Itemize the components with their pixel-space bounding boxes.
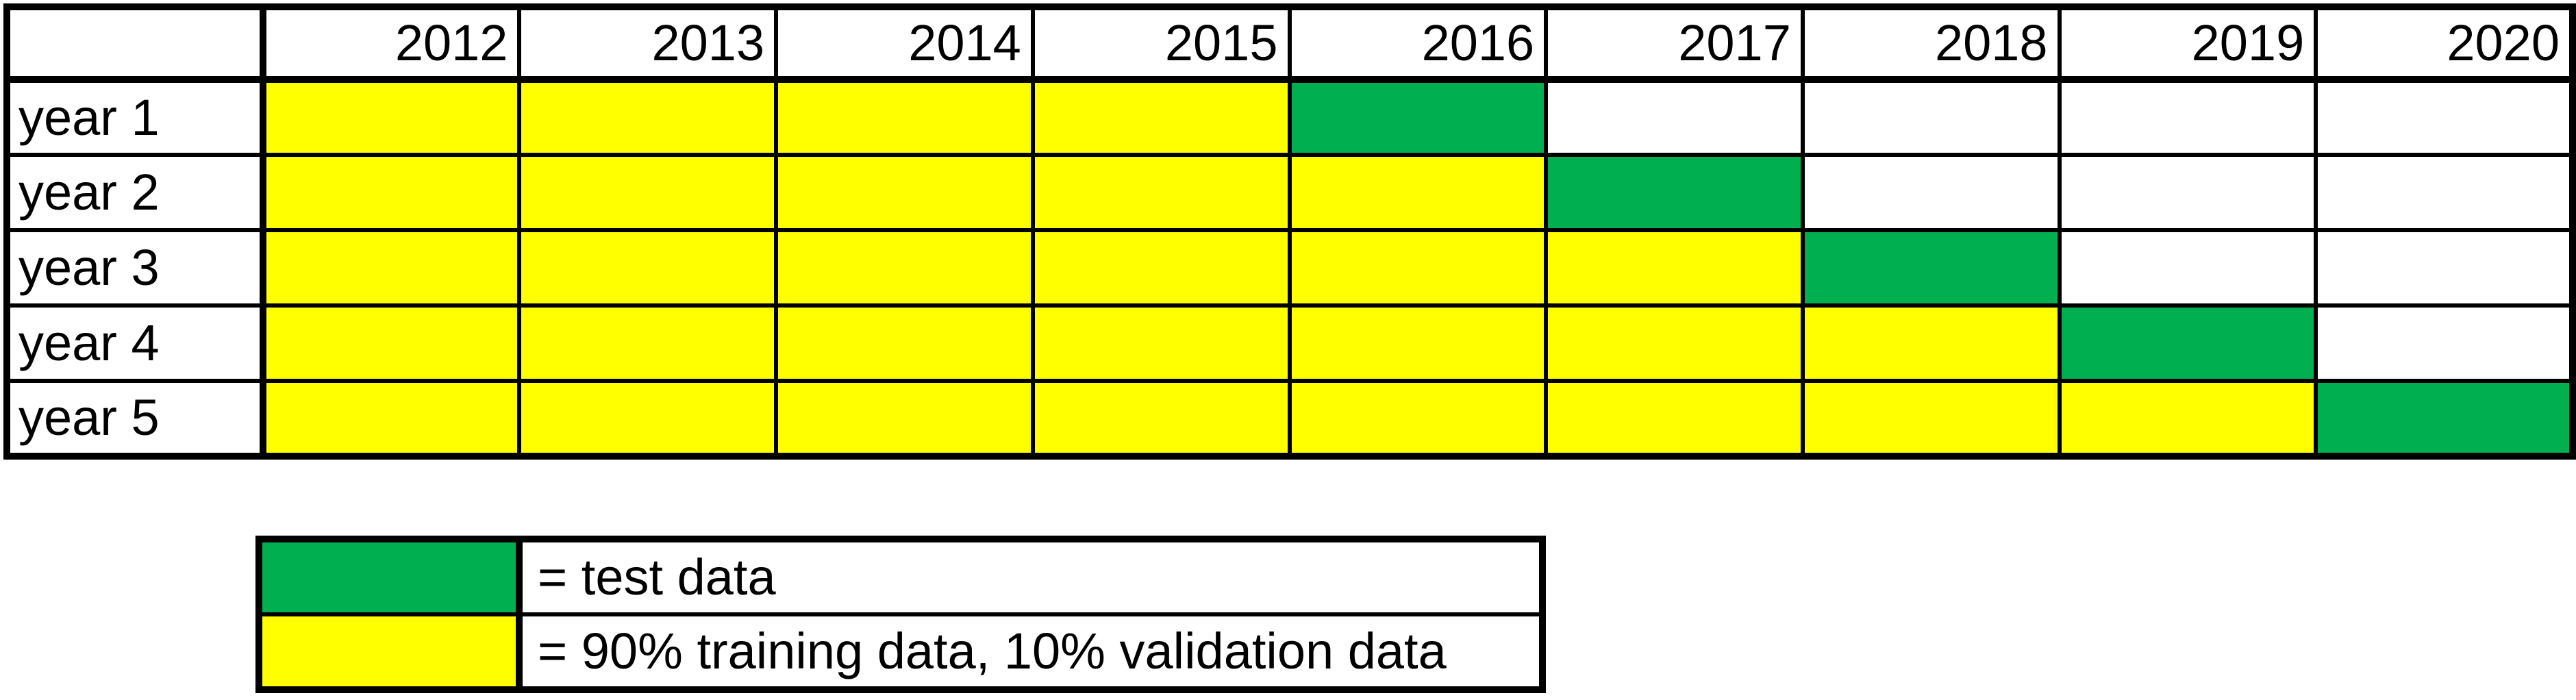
cell-empty-2017	[1544, 77, 1805, 157]
cell-train-2014	[774, 153, 1035, 232]
grid-body: year 1 year 2 year 3 year 4 year 5	[5, 77, 2575, 458]
row-label: year 4	[5, 303, 266, 383]
column-header-2020: 2020	[2314, 5, 2575, 83]
cell-train-2016	[1287, 153, 1549, 232]
cell-train-2017	[1544, 228, 1805, 308]
legend-row-test: = test data	[257, 537, 1545, 616]
cell-train-2015	[1030, 153, 1292, 232]
cell-train-2014	[774, 379, 1035, 458]
cell-empty-2020	[2314, 77, 2575, 157]
column-header-2012: 2012	[260, 5, 522, 83]
cell-test-2019	[2057, 303, 2318, 383]
cell-train-2014	[774, 77, 1035, 157]
row-label: year 1	[5, 77, 266, 157]
cell-empty-2019	[2057, 153, 2318, 232]
cell-train-2015	[1030, 303, 1292, 383]
cell-empty-2020	[2314, 303, 2575, 383]
cell-train-2015	[1030, 77, 1292, 157]
legend-swatch-test	[257, 537, 523, 616]
cell-train-2016	[1287, 303, 1549, 383]
column-header-2015: 2015	[1030, 5, 1292, 83]
row-label: year 2	[5, 153, 266, 232]
cell-train-2012	[260, 153, 522, 232]
cell-test-2017	[1544, 153, 1805, 232]
split-grid: 2012 2013 2014 2015 2016 2017 2018 2019 …	[3, 3, 2576, 460]
column-header-2017: 2017	[1544, 5, 1805, 83]
cell-train-2012	[260, 77, 522, 157]
cell-train-2012	[260, 379, 522, 458]
cell-empty-2018	[1800, 77, 2062, 157]
cell-train-2017	[1544, 379, 1805, 458]
cell-train-2013	[517, 153, 779, 232]
column-header-2014: 2014	[774, 5, 1035, 83]
cell-empty-2019	[2057, 228, 2318, 308]
cell-train-2016	[1287, 379, 1549, 458]
grid-row-4: year 4	[5, 303, 2575, 383]
grid-row-5: year 5	[5, 379, 2575, 458]
cell-empty-2020	[2314, 153, 2575, 232]
cell-train-2019	[2057, 379, 2318, 458]
cell-empty-2018	[1800, 153, 2062, 232]
cell-train-2013	[517, 303, 779, 383]
cell-train-2013	[517, 77, 779, 157]
cell-test-2016	[1287, 77, 1549, 157]
grid-row-3: year 3	[5, 228, 2575, 308]
column-header-2018: 2018	[1800, 5, 2062, 83]
legend-row-train: = 90% training data, 10% validation data	[257, 612, 1545, 692]
row-label: year 5	[5, 379, 266, 458]
cell-train-2015	[1030, 228, 1292, 308]
cell-train-2018	[1800, 379, 2062, 458]
column-header-2013: 2013	[517, 5, 779, 83]
column-header-2016: 2016	[1287, 5, 1549, 83]
legend-swatch-train	[257, 612, 523, 692]
legend: = test data = 90% training data, 10% val…	[255, 536, 1546, 693]
cell-train-2013	[517, 228, 779, 308]
cell-train-2018	[1800, 303, 2062, 383]
cell-train-2012	[260, 228, 522, 308]
corner-cell	[5, 5, 266, 83]
legend-label-train: = 90% training data, 10% validation data	[517, 612, 1545, 692]
header-row: 2012 2013 2014 2015 2016 2017 2018 2019 …	[5, 5, 2575, 83]
cell-train-2012	[260, 303, 522, 383]
cell-train-2016	[1287, 228, 1549, 308]
cell-train-2017	[1544, 303, 1805, 383]
cell-empty-2020	[2314, 228, 2575, 308]
cell-train-2015	[1030, 379, 1292, 458]
grid-row-1: year 1	[5, 77, 2575, 157]
cell-train-2013	[517, 379, 779, 458]
cell-test-2020	[2314, 379, 2575, 458]
cell-train-2014	[774, 228, 1035, 308]
column-header-2019: 2019	[2057, 5, 2318, 83]
grid-row-2: year 2	[5, 153, 2575, 232]
legend-label-test: = test data	[517, 537, 1545, 616]
cell-test-2018	[1800, 228, 2062, 308]
row-label: year 3	[5, 228, 266, 308]
cell-empty-2019	[2057, 77, 2318, 157]
cell-train-2014	[774, 303, 1035, 383]
